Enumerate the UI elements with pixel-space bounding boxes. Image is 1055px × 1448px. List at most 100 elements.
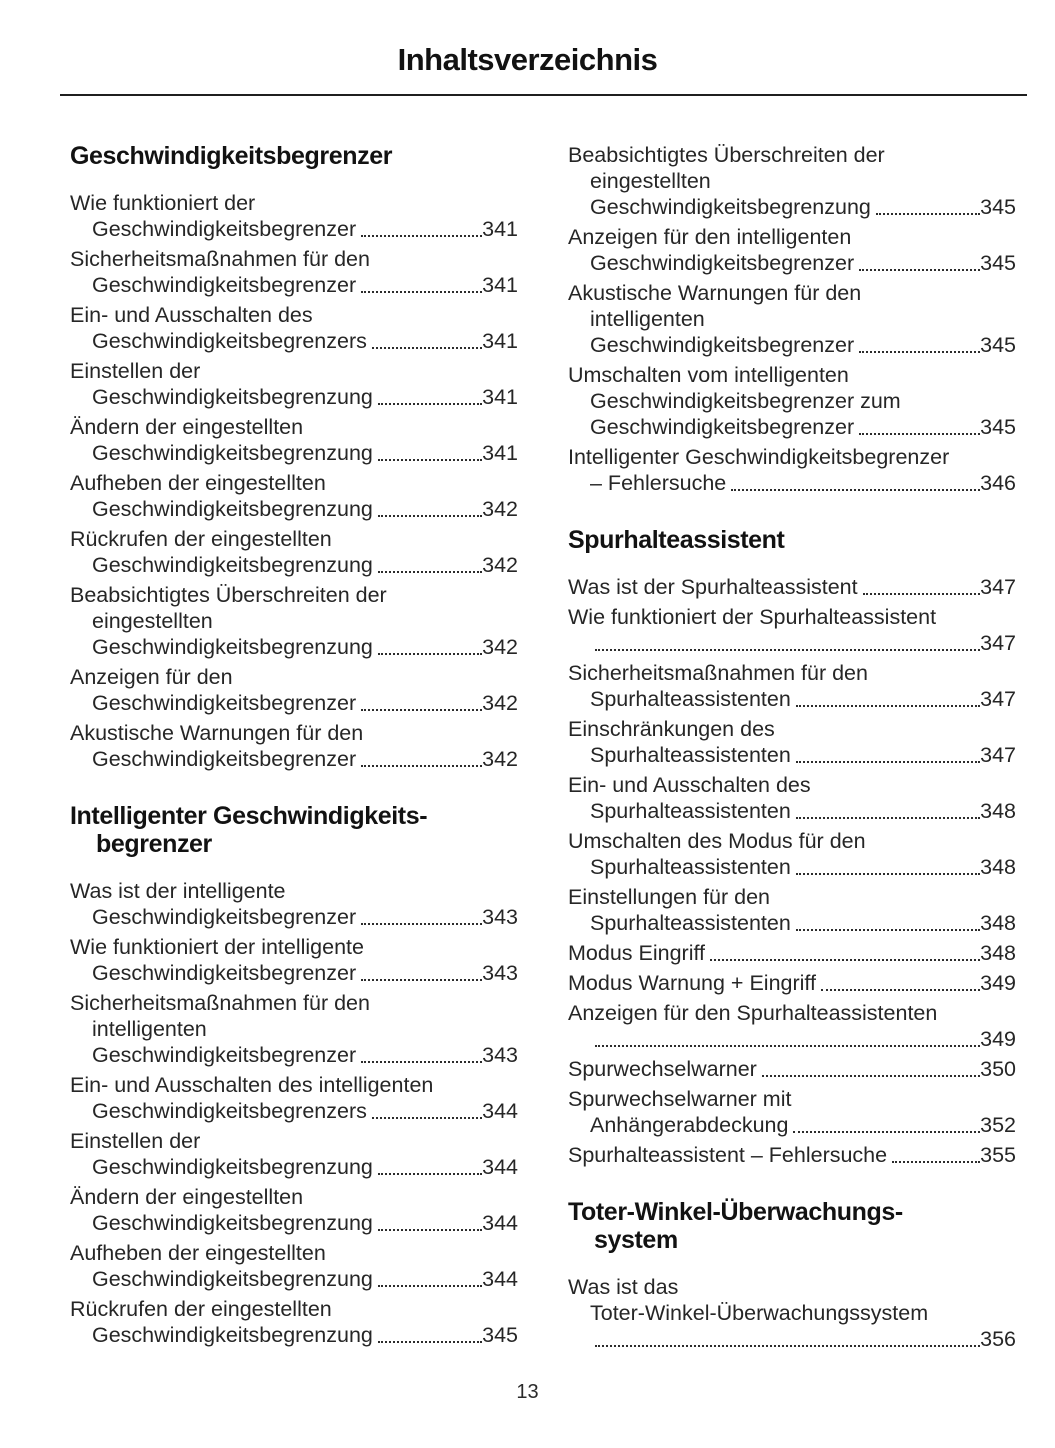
toc-entry-leader-line: Geschwindigkeitsbegrenzers 344: [70, 1098, 518, 1124]
toc-entry: Ein- und Ausschalten des Geschwindigkeits…: [70, 302, 518, 354]
entry-page-number: 341: [482, 329, 518, 353]
toc-entry-line: eingestellten: [92, 609, 213, 633]
toc-entry: Einschränkungen des Spurhalteassistenten 3…: [568, 716, 1016, 768]
entry-page-number: 344: [482, 1155, 518, 1179]
dot-leader: [377, 1229, 483, 1231]
entry-page-number: 347: [980, 631, 1016, 655]
toc-entry-line: Intelligenter Geschwindigkeitsbegrenzer: [568, 445, 950, 469]
toc-entry: Was ist der Spurhalteassistent 347: [568, 574, 1016, 600]
toc-content: Geschwindigkeitsbegrenzer Wie funktionier…: [0, 96, 1055, 1356]
toc-entry-label: Geschwindigkeitsbegrenzung: [92, 441, 373, 465]
dot-leader: [595, 1345, 981, 1347]
dot-leader: [377, 1341, 483, 1343]
entry-page-number: 350: [980, 1057, 1016, 1081]
toc-entry-line: Umschalten des Modus für den: [568, 829, 866, 853]
entry-page-number: 347: [980, 575, 1016, 599]
toc-entry-leader-line: Modus Warnung + Eingriff 349: [568, 970, 1016, 996]
entry-page-number: 345: [980, 333, 1016, 357]
dot-leader: [377, 403, 483, 405]
toc-entry: Umschalten vom intelligenten Geschwindigk…: [568, 362, 1016, 440]
toc-entry-leader-line: Geschwindigkeitsbegrenzung 344: [70, 1210, 518, 1236]
dot-leader: [371, 347, 483, 349]
toc-entry-leader-line: Geschwindigkeitsbegrenzer 343: [70, 1042, 518, 1068]
dot-leader: [377, 1173, 483, 1175]
toc-entry-label: Spurhalteassistent – Fehlersuche: [568, 1143, 888, 1167]
toc-entry: Einstellen der Geschwindigkeitsbegrenzung…: [70, 1128, 518, 1180]
toc-entry-leader-line: Spurhalteassistenten 348: [568, 910, 1016, 936]
toc-column-right: Beabsichtigtes Überschreiten der eingeste…: [568, 142, 1016, 1356]
dot-leader: [761, 1075, 981, 1077]
toc-section: Beabsichtigtes Überschreiten der eingeste…: [568, 142, 1016, 496]
section-heading-line: Spurhalteassistent: [568, 526, 785, 554]
entry-page-number: 343: [482, 905, 518, 929]
toc-entry-leader-line: 349: [568, 1026, 1016, 1052]
toc-entry-leader-line: Geschwindigkeitsbegrenzung 345: [70, 1322, 518, 1348]
toc-entry-label: Geschwindigkeitsbegrenzer: [590, 251, 855, 275]
toc-entry-line: Ändern der eingestellten: [70, 415, 304, 439]
toc-entry-line: Beabsichtigtes Überschreiten der: [568, 143, 885, 167]
dot-leader: [361, 709, 483, 711]
toc-entry-leader-line: – Fehlersuche 346: [568, 470, 1016, 496]
dot-leader: [595, 1045, 981, 1047]
toc-entry-line: Akustische Warnungen für den: [568, 281, 862, 305]
toc-entry-leader-line: Geschwindigkeitsbegrenzer 345: [568, 250, 1016, 276]
entry-page-number: 341: [482, 385, 518, 409]
toc-entry: Einstellen der Geschwindigkeitsbegrenzung…: [70, 358, 518, 410]
toc-entry-label: Geschwindigkeitsbegrenzer: [92, 217, 357, 241]
toc-entry-line: Sicherheitsmaßnahmen für den: [70, 247, 370, 271]
toc-entry: Akustische Warnungen für den intelligente…: [568, 280, 1016, 358]
toc-entry-leader-line: Geschwindigkeitsbegrenzer 341: [70, 272, 518, 298]
toc-entry-line: Einstellen der: [70, 359, 201, 383]
toc-entry: Sicherheitsmaßnahmen für den Geschwindigk…: [70, 246, 518, 298]
toc-entry: Anzeigen für den Geschwindigkeitsbegrenze…: [70, 664, 518, 716]
toc-entry-line: Toter-Winkel-Überwachungssystem: [590, 1301, 929, 1325]
toc-entry: Sicherheitsmaßnahmen für den intelligente…: [70, 990, 518, 1068]
toc-entry-line: Ein- und Ausschalten des intelligenten: [70, 1073, 434, 1097]
section-heading: Spurhalteassistent: [568, 526, 1016, 554]
toc-column-left: Geschwindigkeitsbegrenzer Wie funktionier…: [70, 142, 518, 1356]
dot-leader: [859, 433, 981, 435]
entry-page-number: 352: [980, 1113, 1016, 1137]
page-title: Inhaltsverzeichnis: [397, 42, 658, 77]
toc-entry-line: Einstellungen für den: [568, 885, 771, 909]
dot-leader: [361, 235, 483, 237]
entry-page-number: 349: [980, 971, 1016, 995]
toc-entry-leader-line: 347: [568, 630, 1016, 656]
dot-leader: [361, 923, 483, 925]
toc-entry-leader-line: Geschwindigkeitsbegrenzung 342: [70, 552, 518, 578]
toc-entry-label: Geschwindigkeitsbegrenzung: [92, 385, 373, 409]
toc-entry: Modus Eingriff 348: [568, 940, 1016, 966]
dot-leader: [795, 873, 981, 875]
toc-entry: Sicherheitsmaßnahmen für den Spurhalteass…: [568, 660, 1016, 712]
entry-page-number: 348: [980, 855, 1016, 879]
toc-entry-line: Ein- und Ausschalten des: [568, 773, 811, 797]
toc-entry-label: Geschwindigkeitsbegrenzer: [92, 273, 357, 297]
toc-entry-line: Aufheben der eingestellten: [70, 1241, 326, 1265]
toc-entry: Was ist das Toter-Winkel-Überwachungssyst…: [568, 1274, 1016, 1352]
toc-entry-leader-line: Spurwechselwarner 350: [568, 1056, 1016, 1082]
dot-leader: [377, 515, 483, 517]
toc-entry: Ändern der eingestellten Geschwindigkeits…: [70, 414, 518, 466]
dot-leader: [795, 929, 981, 931]
toc-entry: Umschalten des Modus für den Spurhalteass…: [568, 828, 1016, 880]
entry-page-number: 342: [482, 691, 518, 715]
toc-entry-line: intelligenten: [92, 1017, 207, 1041]
toc-entry-leader-line: Geschwindigkeitsbegrenzer 345: [568, 414, 1016, 440]
toc-entry-label: Geschwindigkeitsbegrenzers: [92, 329, 367, 353]
title-divider: [60, 94, 1027, 96]
toc-entry-line: Beabsichtigtes Überschreiten der: [70, 583, 387, 607]
entry-page-number: 342: [482, 497, 518, 521]
toc-entry-leader-line: Was ist der Spurhalteassistent 347: [568, 574, 1016, 600]
toc-entry-line: Was ist der intelligente: [70, 879, 286, 903]
dot-leader: [793, 1131, 981, 1133]
toc-entry-label: Geschwindigkeitsbegrenzung: [92, 635, 373, 659]
toc-entry: Anzeigen für den intelligenten Geschwindi…: [568, 224, 1016, 276]
toc-entry-leader-line: Geschwindigkeitsbegrenzung 344: [70, 1154, 518, 1180]
entry-page-number: 344: [482, 1211, 518, 1235]
toc-entry-label: Geschwindigkeitsbegrenzung: [590, 195, 871, 219]
toc-entry: Ein- und Ausschalten des intelligenten Ge…: [70, 1072, 518, 1124]
toc-entry-leader-line: Geschwindigkeitsbegrenzung 342: [70, 634, 518, 660]
toc-entry-label: Geschwindigkeitsbegrenzung: [92, 553, 373, 577]
toc-entry-line: Aufheben der eingestellten: [70, 471, 326, 495]
entry-page-number: 342: [482, 747, 518, 771]
